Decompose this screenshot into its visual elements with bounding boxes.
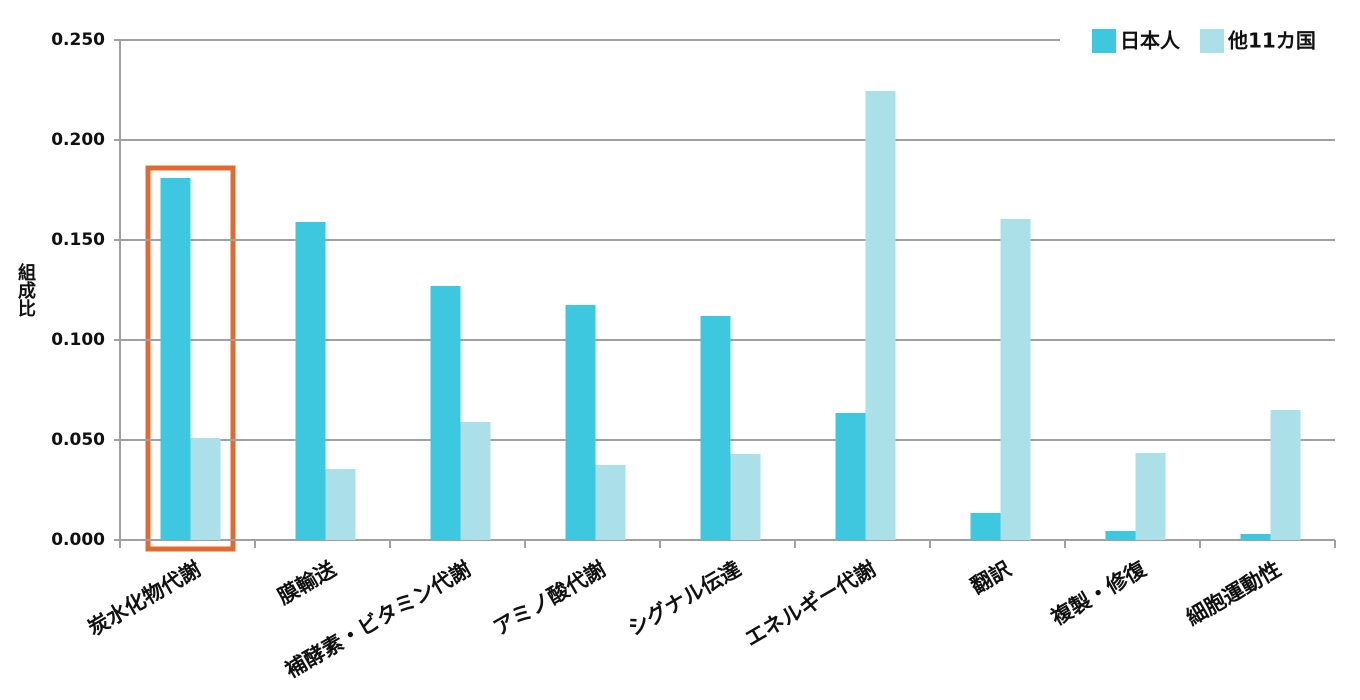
bar	[430, 286, 461, 540]
x-tick-label: シグナル伝達	[624, 557, 745, 641]
y-tick-label: 0.100	[51, 330, 105, 350]
bar	[595, 465, 626, 540]
y-tick-label: 0.150	[51, 230, 105, 250]
bar	[865, 91, 896, 540]
bar	[1000, 219, 1031, 540]
y-tick-label: 0.200	[51, 130, 105, 150]
legend-label: 他11カ国	[1227, 29, 1316, 53]
bar	[565, 305, 596, 540]
bar	[295, 222, 326, 540]
y-tick-label: 0.250	[51, 30, 105, 50]
highlight-box	[145, 165, 236, 552]
bar	[1240, 534, 1271, 540]
bar	[460, 422, 491, 540]
bar	[190, 438, 221, 540]
bar	[970, 513, 1001, 540]
x-tick-label: エネルギー代謝	[741, 557, 880, 651]
x-tick-label: 細胞運動性	[1182, 557, 1285, 630]
legend-label: 日本人	[1120, 29, 1181, 53]
bar	[1270, 410, 1301, 540]
y-tick-label: 0.050	[51, 430, 105, 450]
bar	[325, 469, 356, 540]
bar	[730, 454, 761, 540]
x-tick-label: 複製・修復	[1046, 556, 1151, 630]
legend-swatch	[1092, 29, 1116, 53]
bar	[1135, 453, 1166, 540]
x-tick-label: 膜輸送	[273, 556, 340, 609]
x-tick-label: アミノ酸代謝	[489, 557, 610, 641]
bar	[160, 178, 191, 540]
x-tick-label: 翻訳	[967, 556, 1016, 598]
x-tick-label: 炭水化物代謝	[84, 557, 205, 641]
bar	[700, 316, 731, 540]
bar	[835, 413, 866, 540]
y-tick-label: 0.000	[51, 530, 105, 550]
y-axis-label: 組成比	[15, 262, 36, 318]
legend-swatch	[1200, 29, 1224, 53]
bar	[1105, 531, 1136, 540]
